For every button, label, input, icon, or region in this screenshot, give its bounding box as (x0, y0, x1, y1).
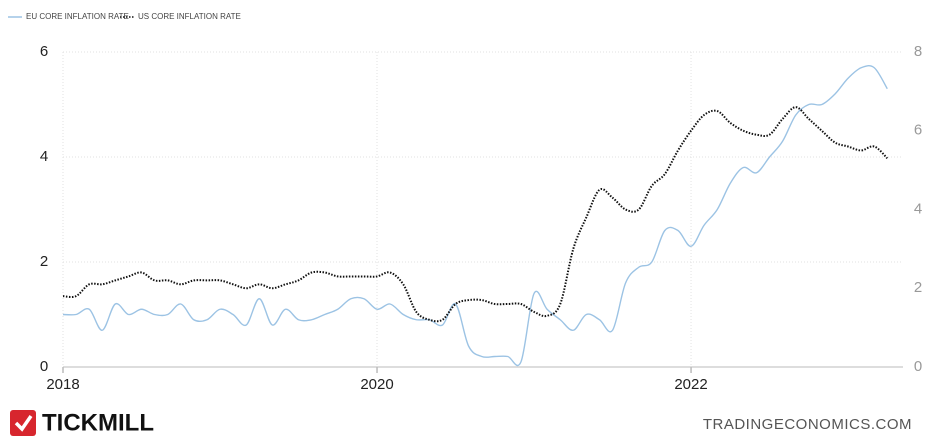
series-line (62, 65, 888, 367)
y2-tick-label: 8 (914, 43, 922, 60)
logo-icon (10, 410, 36, 436)
y-tick-label: 4 (40, 148, 48, 165)
y2-tick-label: 0 (914, 358, 922, 375)
y-tick-label: 2 (40, 253, 48, 270)
y2-tick-label: 2 (914, 279, 922, 296)
series-line (62, 106, 889, 323)
logo-check (14, 415, 33, 432)
x-tick-label: 2018 (46, 376, 79, 393)
source: TRADINGECONOMICS.COM (703, 416, 912, 433)
y-tick-label: 6 (40, 43, 48, 60)
y-tick-label: 0 (40, 358, 48, 375)
x-tick-label: 2022 (674, 376, 707, 393)
y2-tick-label: 4 (914, 200, 922, 217)
y2-tick-label: 6 (914, 122, 922, 139)
brand: TICKMILL (42, 409, 154, 436)
tickmill-logo: TICKMILL (10, 409, 154, 436)
legend-label: US CORE INFLATION RATE (138, 12, 241, 21)
legend-label: EU CORE INFLATION RATE (26, 12, 129, 21)
x-tick-label: 2020 (360, 376, 393, 393)
plot: 0 2 4 6 0 2 4 6 8 2018 2020 2022 EU CORE INFLATION R… (8, 12, 922, 393)
